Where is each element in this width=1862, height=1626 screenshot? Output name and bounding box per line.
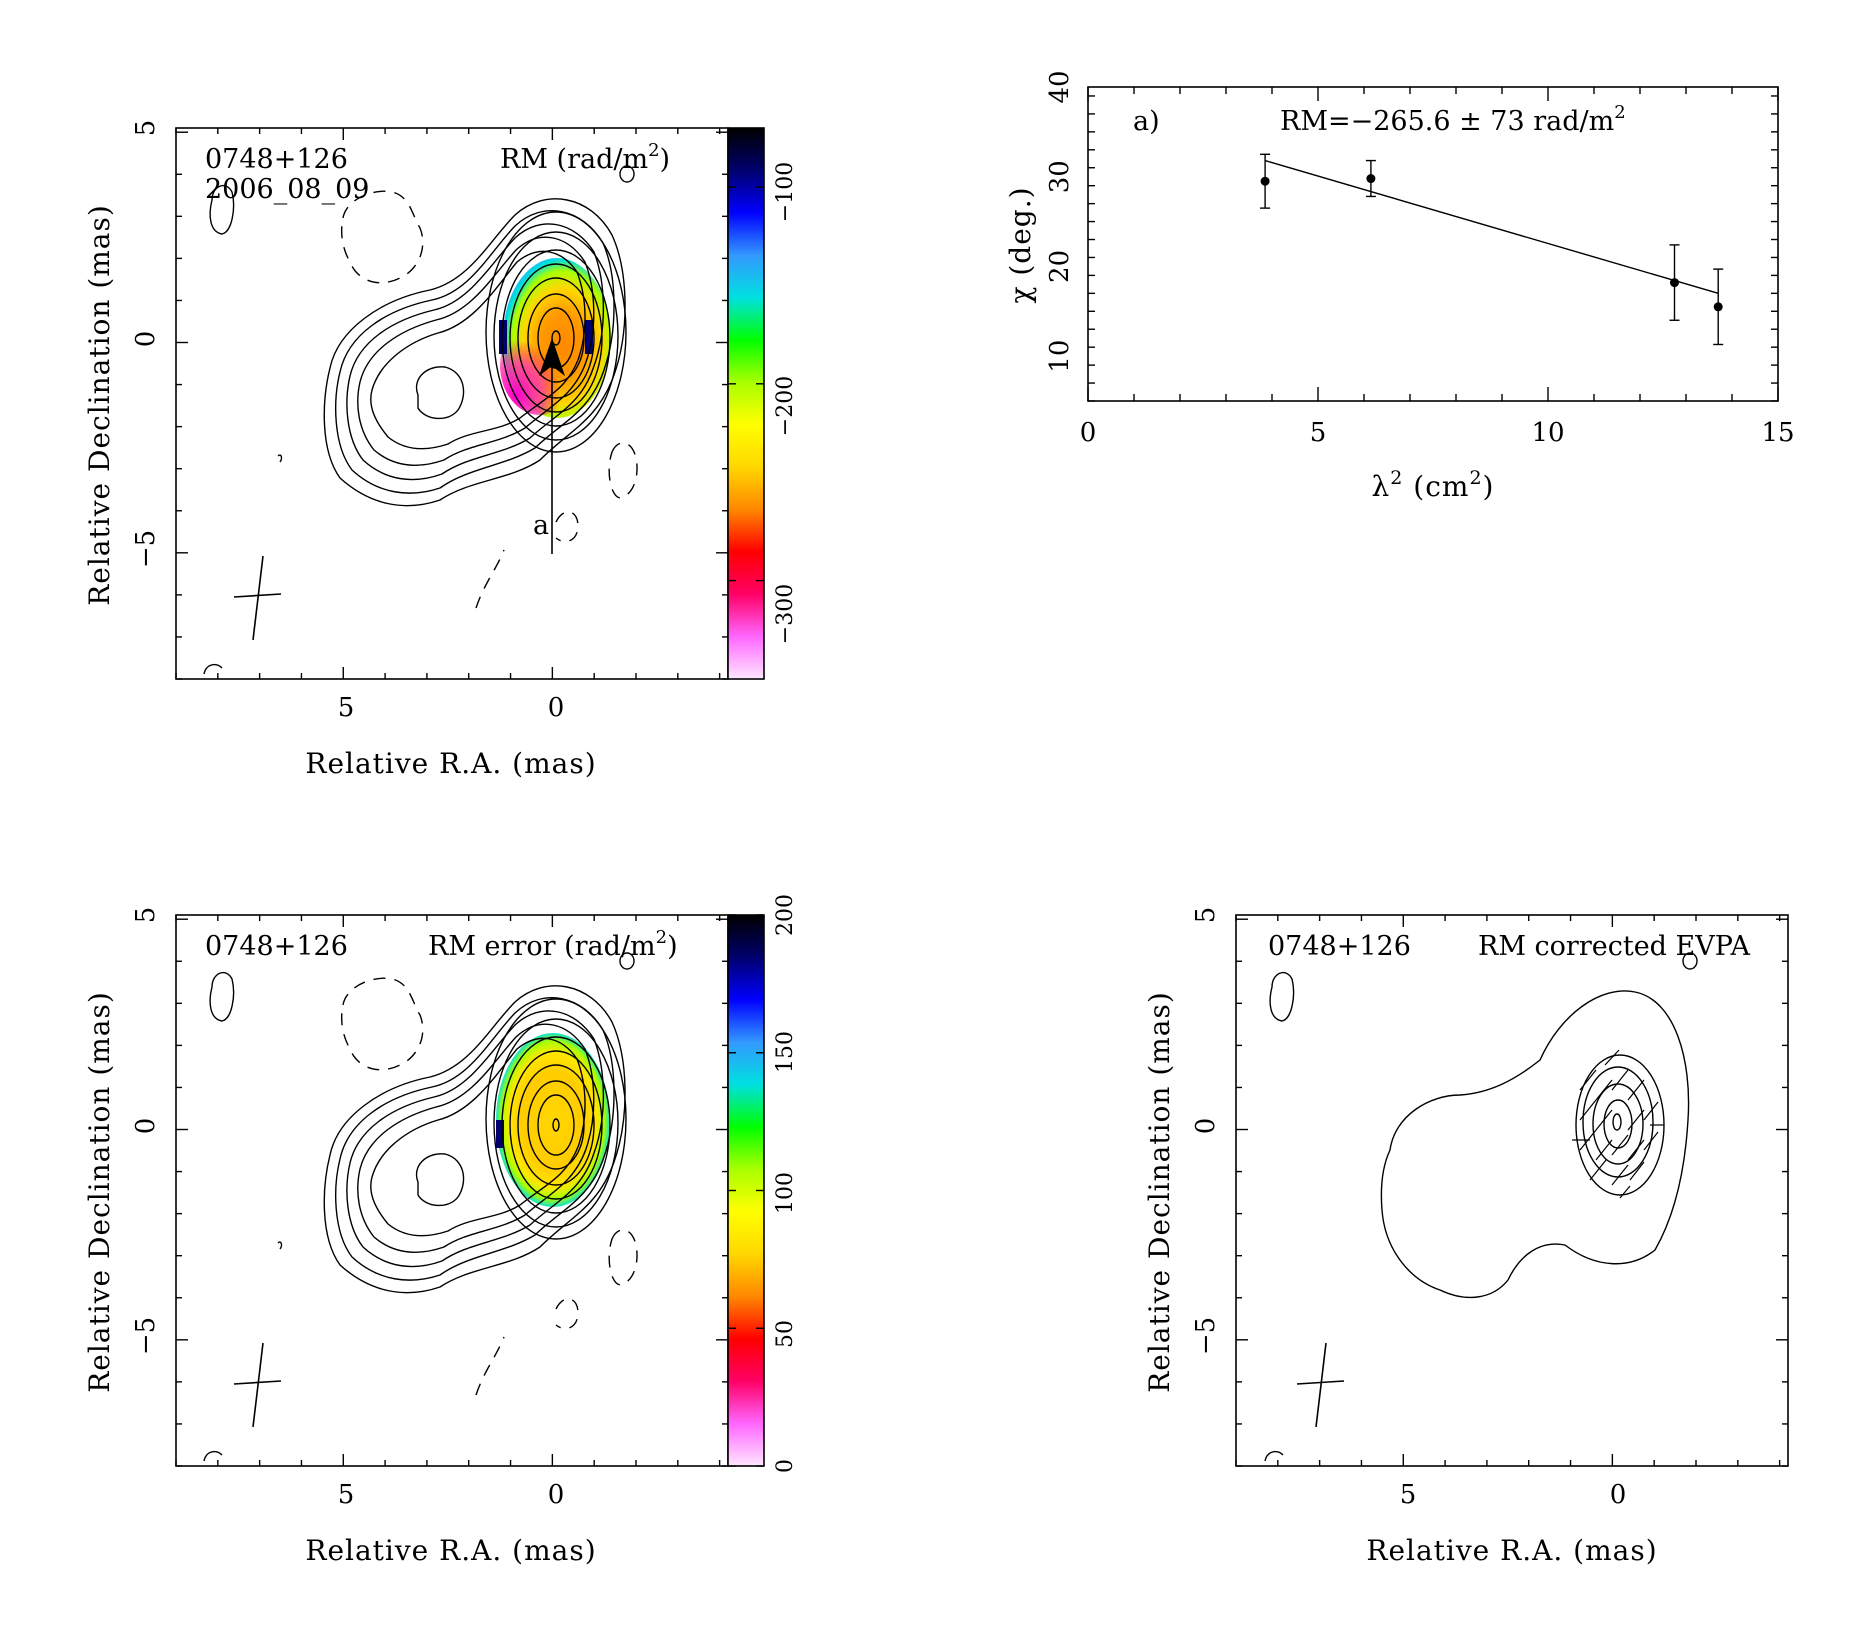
rm-map-panel: a 0748+126 2006_08_09 RM (rad/m2) 5 0 5 … [83,120,798,780]
rm-color-region-magenta [500,315,580,415]
rm-colorbar [727,127,765,680]
rm-xtick-5: 5 [338,693,355,723]
err-map-title: RM error (rad/m [428,931,656,962]
err-cb-tick-200: 200 [773,894,798,936]
fit-data-point [1260,153,1271,209]
err-ytick-m5: −5 [131,1317,161,1355]
rm-xtick-0: 0 [548,693,565,723]
fit-point-marker [1670,278,1679,288]
evpa-ytick-0: 0 [1191,1118,1221,1135]
svg-text:RM error (rad/m2): RM error (rad/m2) [428,927,678,962]
fit-data-point [1713,268,1724,346]
err-beam-cross [233,1342,282,1428]
err-source-label: 0748+126 [205,931,348,962]
fit-xlabel-unit: (cm [1403,470,1469,503]
fit-xtick-label: 10 [1531,418,1564,448]
err-xlabel: Relative R.A. (mas) [305,1534,596,1567]
fit-data-point [1365,159,1376,198]
rm-error-map-panel: 0748+126 RM error (rad/m2) 5 0 5 0 −5 Re… [83,894,798,1567]
rm-map-title-end: ) [660,144,671,175]
evpa-contours [1264,952,1698,1462]
rm-map-ticks [175,128,728,680]
fit-point-marker [1366,174,1376,184]
rm-ytick-m5: −5 [131,530,161,568]
evpa-vectors [1572,1049,1664,1199]
err-xtick-0: 0 [548,1480,565,1510]
fit-ytick-label: 30 [1045,160,1075,193]
rm-cb-tick-100: −100 [773,162,798,222]
fit-ytick-label: 20 [1045,250,1075,283]
rm-ylabel: Relative Declination (mas) [83,204,116,606]
fit-ylabel: χ (deg.) [1004,186,1037,303]
rm-contours [203,165,635,675]
rm-cb-tick-300: −300 [773,584,798,644]
fit-annotation-sup: 2 [1614,102,1625,123]
fit-point-marker [1713,302,1723,312]
rm-beam-cross [233,555,282,641]
rm-epoch-label: 2006_08_09 [205,174,369,205]
evpa-xtick-0: 0 [1610,1480,1627,1510]
evpa-ytick-m5: −5 [1191,1317,1221,1355]
rm-ytick-0: 0 [131,331,161,348]
err-cb-tick-100: 100 [773,1172,798,1214]
rm-ytick-5: 5 [131,120,161,137]
evpa-source-label: 0748+126 [1268,931,1411,962]
fit-ticks [1087,87,1779,402]
err-negative-contours [341,977,638,1396]
err-map-ticks [175,915,728,1467]
evpa-ylabel: Relative Declination (mas) [1143,991,1176,1393]
svg-text:λ2 (cm2): λ2 (cm2) [1372,467,1495,503]
rm-source-label: 0748+126 [205,144,348,175]
rm-slice-arrow [539,338,565,376]
svg-text:RM (rad/m2): RM (rad/m2) [500,140,670,175]
err-ytick-5: 5 [131,907,161,924]
fit-annotation: RM=−265.6 ± 73 rad/m [1280,106,1614,137]
fit-xlabel-unit-sup: 2 [1469,467,1482,489]
fit-data-point [1669,244,1680,321]
fit-plot-frame [1087,86,1779,402]
fit-xlabel-sup: 2 [1390,467,1403,489]
evpa-map-title: RM corrected EVPA [1478,931,1750,962]
fit-xlabel-close: ) [1483,470,1495,503]
evpa-map-panel: 0748+126 RM corrected EVPA 5 0 5 0 −5 Re… [1143,907,1789,1567]
err-xtick-5: 5 [338,1480,355,1510]
rm-xlabel: Relative R.A. (mas) [305,747,596,780]
err-ytick-0: 0 [131,1118,161,1135]
err-cb-tick-0: 0 [773,1459,798,1473]
evpa-map-ticks [1235,915,1788,1467]
rm-slice-label: a [533,510,549,541]
err-cb-tick-150: 150 [773,1031,798,1073]
evpa-beam-cross [1296,1342,1345,1428]
svg-text:RM=−265.6 ± 73 rad/m2: RM=−265.6 ± 73 rad/m2 [1280,102,1626,137]
rm-cb-tick-200: −200 [773,376,798,436]
fit-point-marker [1260,176,1270,186]
fit-xtick-label: 15 [1761,418,1794,448]
err-map-title-end: ) [667,931,678,962]
fit-ytick-label: 10 [1045,340,1075,373]
fit-panel-label: a) [1133,106,1160,137]
evpa-map-frame [1235,914,1789,1467]
fit-xtick-label: 0 [1080,418,1097,448]
fit-xtick-label: 5 [1310,418,1327,448]
rm-map-title-sup: 2 [648,140,659,161]
rm-map-title: RM (rad/m [500,144,648,175]
evpa-ytick-5: 5 [1191,907,1221,924]
err-cb-tick-50: 50 [773,1320,798,1348]
err-map-title-sup: 2 [656,927,667,948]
fit-ytick-label: 40 [1045,70,1075,103]
evpa-xlabel: Relative R.A. (mas) [1366,1534,1657,1567]
rm-negative-contours [341,190,638,609]
err-contours [203,952,635,1462]
evpa-xtick-5: 5 [1400,1480,1417,1510]
fit-xlabel: λ [1372,470,1391,503]
fit-line [1264,159,1719,295]
err-ylabel: Relative Declination (mas) [83,991,116,1393]
